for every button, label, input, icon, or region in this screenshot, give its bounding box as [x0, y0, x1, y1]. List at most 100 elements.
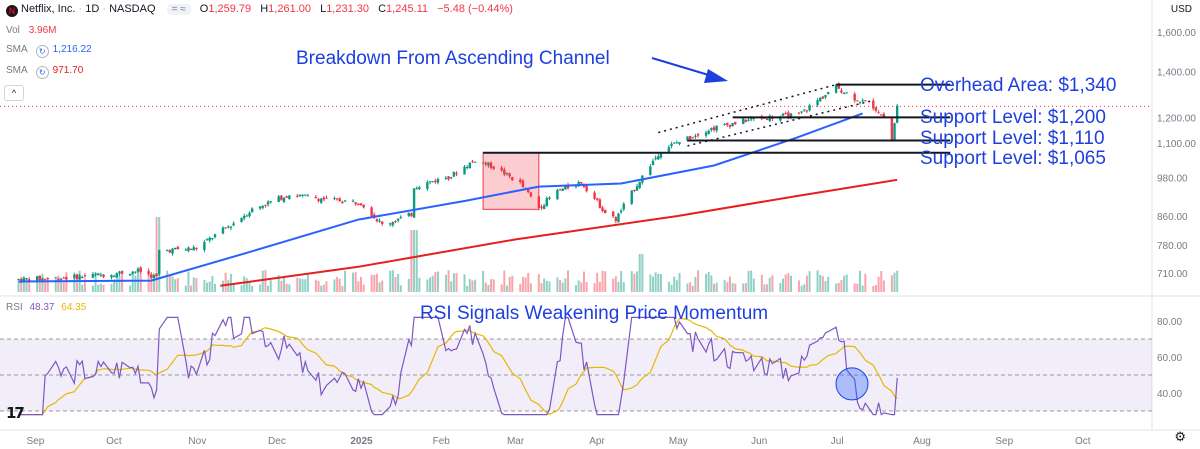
volume-bar: [657, 273, 660, 292]
candle-body: [415, 187, 418, 190]
volume-bar: [728, 276, 731, 292]
candle-body: [527, 189, 530, 193]
candle-body: [62, 277, 65, 279]
x-axis-tick-label: Sep: [27, 436, 45, 447]
candle-body: [136, 268, 140, 272]
candle-body: [856, 100, 859, 102]
x-axis-tick-label: Aug: [913, 436, 931, 447]
volume-bar: [283, 277, 286, 292]
candle-body: [277, 196, 280, 202]
volume-bar: [394, 277, 397, 292]
ohlc-close: 1,245.11: [386, 3, 429, 15]
volume-value: 3.96M: [28, 25, 57, 36]
volume-bar: [567, 270, 570, 292]
x-axis-tick-label: May: [669, 436, 688, 447]
x-axis-tick-label: Oct: [106, 436, 122, 447]
volume-bar: [134, 275, 137, 292]
volume-bar: [670, 284, 673, 292]
volume-bar: [391, 270, 394, 292]
volume-bar: [378, 282, 381, 292]
candle-body: [678, 141, 681, 144]
annotation-arrow-shaft: [651, 57, 713, 77]
sma-slow-legend[interactable]: SMA ↻ 971.70: [6, 65, 84, 79]
candle-body: [147, 270, 150, 275]
candle-body: [710, 127, 713, 130]
volume-bar: [604, 271, 607, 292]
candle-body: [110, 275, 113, 278]
candle-body: [134, 271, 137, 273]
candle-body: [603, 209, 607, 214]
rsi-legend[interactable]: RSI 48.37 64.35: [6, 302, 87, 313]
rsi-ma-value: 64.35: [61, 302, 87, 313]
settings-gear-icon[interactable]: ⚙: [1174, 429, 1186, 444]
candle-body: [288, 195, 291, 200]
volume-bar: [285, 283, 288, 292]
candle-body: [840, 90, 843, 93]
refresh-icon: ↻: [35, 45, 49, 58]
candle-body: [224, 227, 227, 229]
volume-bar: [630, 271, 633, 292]
candle-body: [712, 127, 716, 131]
volume-bar: [341, 285, 344, 292]
volume-bar: [36, 277, 39, 292]
x-axis-tick-label: Apr: [589, 436, 605, 447]
candle-body: [115, 273, 118, 278]
candle-body: [633, 189, 636, 191]
volume-bar: [211, 276, 214, 292]
x-axis-tick-label: Oct: [1075, 436, 1091, 447]
volume-bar: [434, 272, 437, 292]
volume-bar: [593, 283, 596, 292]
volume-bar: [561, 282, 564, 292]
sma-slow-line: [220, 178, 898, 287]
volume-bar: [298, 278, 301, 292]
volume-legend[interactable]: Vol 3.96M: [6, 25, 57, 36]
candle-body: [707, 130, 710, 134]
volume-bar: [797, 280, 800, 292]
candle-body: [874, 107, 878, 111]
symbol-header[interactable]: N Netflix, Inc. · 1D · NASDAQ = ≈ O1,259.…: [6, 3, 513, 17]
candle-body: [765, 118, 769, 120]
candle-body: [282, 197, 286, 202]
candle-body: [837, 83, 840, 89]
candle-body: [877, 112, 880, 114]
candle-body: [434, 180, 437, 183]
rsi-axis-tick-label: 80.00: [1157, 317, 1182, 328]
volume-bar: [490, 279, 493, 292]
compare-toggle-icon[interactable]: = ≈: [166, 4, 191, 15]
volume-bar: [174, 279, 177, 292]
volume-bar: [492, 279, 495, 292]
volume-bar: [415, 230, 418, 292]
collapse-legend-button[interactable]: ^: [4, 85, 24, 101]
volume-bar: [171, 276, 174, 292]
volume-bar: [651, 276, 654, 292]
refresh-icon: ↻: [35, 66, 49, 79]
x-axis-tick-label: Nov: [188, 436, 206, 447]
volume-bar: [585, 282, 588, 292]
volume-bar: [115, 273, 118, 292]
candle-body: [152, 274, 156, 279]
volume-bar: [102, 284, 105, 292]
volume-bar: [821, 276, 824, 292]
volume-bar: [333, 279, 336, 292]
candle-body: [630, 190, 633, 204]
candle-body: [842, 92, 846, 94]
candle-body: [542, 205, 546, 210]
sma-fast-legend[interactable]: SMA ↻ 1,216.22: [6, 44, 92, 58]
volume-bar: [150, 275, 153, 292]
volume-bar: [540, 283, 543, 292]
volume-bar: [418, 277, 421, 292]
candle-body: [250, 208, 254, 213]
currency-label[interactable]: USD: [1170, 4, 1192, 15]
candle-body: [205, 239, 209, 241]
rsi-ma-line: [18, 317, 898, 416]
candle-body: [805, 110, 809, 112]
volume-bar: [267, 285, 270, 292]
candle-body: [35, 276, 39, 282]
volume-bar: [184, 285, 187, 292]
volume-bar: [545, 280, 548, 292]
volume-bar: [264, 270, 267, 292]
volume-bar: [837, 282, 840, 292]
volume-bar: [243, 276, 246, 292]
